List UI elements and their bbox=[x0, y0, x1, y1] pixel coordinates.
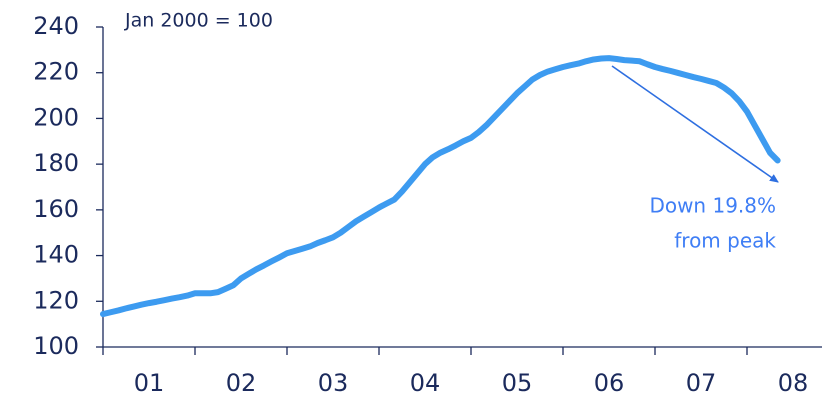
x-tick-label: 01 bbox=[134, 369, 165, 397]
annotation-arrow bbox=[611, 65, 779, 183]
y-tick-label: 120 bbox=[33, 286, 79, 314]
y-tick-label: 140 bbox=[33, 241, 79, 269]
y-tick-label: 200 bbox=[33, 103, 79, 131]
x-tick-label: 06 bbox=[594, 369, 625, 397]
y-tick-label: 160 bbox=[33, 195, 79, 223]
x-tick-label: 02 bbox=[226, 369, 257, 397]
y-tick-label: 180 bbox=[33, 149, 79, 177]
x-tick-label: 04 bbox=[410, 369, 441, 397]
x-tick-label: 03 bbox=[318, 369, 349, 397]
annotation: from peak bbox=[674, 229, 776, 253]
x-tick-label: 08 bbox=[778, 369, 809, 397]
x-tick-label: 05 bbox=[502, 369, 533, 397]
y-tick-label: 240 bbox=[33, 12, 79, 40]
subtitle: Jan 2000 = 100 bbox=[124, 10, 273, 32]
annotation: Down 19.8% bbox=[649, 194, 776, 218]
x-tick-label: 07 bbox=[686, 369, 717, 397]
line bbox=[100, 55, 781, 318]
y-tick-label: 100 bbox=[33, 332, 79, 360]
y-tick-label: 220 bbox=[33, 58, 79, 86]
